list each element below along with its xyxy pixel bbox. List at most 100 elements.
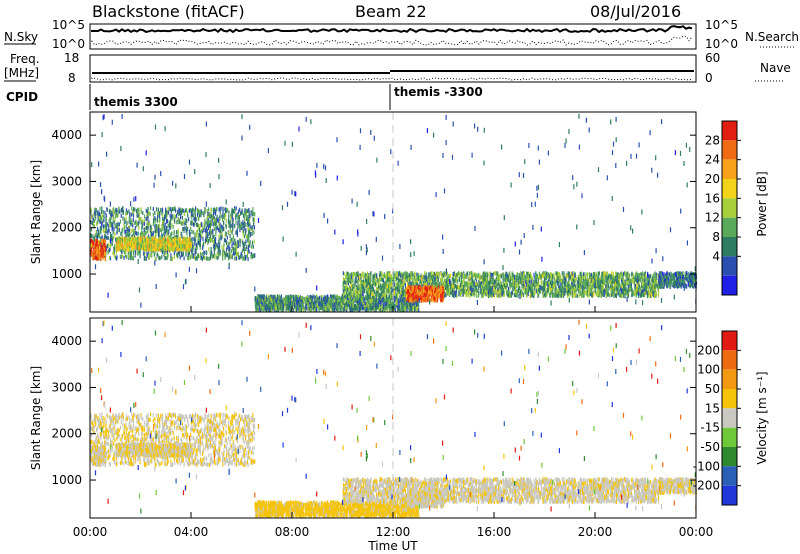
- power-echo-cell: [133, 239, 135, 244]
- power-echo-cell: [235, 230, 237, 235]
- power-echo-cell: [169, 246, 171, 251]
- power-echo-cell: [193, 208, 195, 213]
- power-echo-cell: [395, 301, 397, 306]
- power-echo-cell: [124, 229, 126, 234]
- power-echo-cell: [245, 247, 247, 252]
- power-echo-cell: [205, 251, 207, 256]
- power-echo-cell: [177, 240, 179, 245]
- power-echo-cell: [255, 307, 257, 312]
- power-echo-cell: [128, 245, 130, 250]
- power-echo-cell: [206, 238, 208, 242]
- power-echo-cell: [97, 227, 99, 231]
- power-echo-cell: [394, 304, 396, 309]
- power-echo-cell: [92, 215, 94, 220]
- power-echo-cell: [383, 298, 385, 303]
- power-echo-cell: [223, 220, 225, 225]
- power-echo-cell: [96, 246, 98, 251]
- power-echo-cell: [94, 255, 96, 260]
- power-echo-cell: [168, 220, 170, 225]
- power-echo-cell: [118, 227, 120, 232]
- power-echo-cell: [280, 294, 282, 299]
- power-echo-cell: [114, 210, 116, 215]
- power-echo-cell: [242, 242, 244, 247]
- power-echo-cell: [90, 246, 92, 250]
- power-echo-cell: [237, 215, 239, 220]
- power-echo-cell: [102, 219, 104, 224]
- power-echo-cell: [228, 214, 230, 219]
- power-echo-cell: [277, 303, 279, 307]
- power-echo-cell: [118, 238, 120, 243]
- power-echo-cell: [220, 229, 222, 234]
- power-echo-cell: [344, 297, 346, 302]
- nsearch-label: N.Search: [745, 30, 799, 44]
- power-echo-cell: [92, 240, 94, 244]
- power-echo-cell: [277, 305, 279, 310]
- power-echo-cell: [238, 256, 240, 260]
- power-echo-cell: [137, 231, 139, 236]
- power-echo-cell: [175, 215, 177, 220]
- power-echo-cell: [201, 234, 203, 238]
- power-echo-cell: [211, 238, 213, 243]
- power-echo-cell: [153, 238, 156, 243]
- power-echo-cell: [371, 299, 373, 304]
- power-echo-cell: [212, 239, 215, 244]
- power-echo-cell: [161, 250, 163, 255]
- power-echo-cell: [126, 254, 128, 259]
- power-echo-cell: [258, 301, 260, 306]
- power-echo-cell: [372, 305, 374, 310]
- power-echo-cell: [386, 305, 388, 310]
- power-echo-cell: [183, 240, 185, 245]
- power-echo-cell: [169, 220, 171, 225]
- power-echo-cell: [147, 211, 149, 216]
- power-echo-cell: [133, 207, 135, 212]
- power-echo-cell: [191, 237, 193, 242]
- power-echo-cell: [349, 304, 351, 309]
- power-echo-cell: [174, 214, 176, 219]
- power-echo-cell: [219, 206, 221, 211]
- power-echo-cell: [233, 246, 235, 251]
- power-echo-cell: [249, 224, 251, 229]
- power-echo-cell: [159, 256, 161, 261]
- power-echo-cell: [183, 221, 185, 226]
- power-echo-cell: [137, 237, 139, 241]
- power-echo-cell: [171, 238, 174, 243]
- power-echo-cell: [226, 240, 228, 245]
- power-echo-cell: [253, 225, 256, 230]
- power-echo-cell: [201, 226, 203, 231]
- power-echo-cell: [158, 243, 160, 248]
- power-echo-cell: [282, 298, 284, 303]
- power-echo-cell: [335, 304, 337, 309]
- power-echo-cell: [242, 229, 244, 234]
- power-echo-cell: [175, 236, 177, 241]
- power-echo-cell: [143, 227, 145, 232]
- power-echo-cell: [247, 250, 249, 255]
- power-echo-cell: [182, 219, 184, 224]
- power-echo-cell: [402, 299, 404, 304]
- power-echo-cell: [156, 223, 158, 228]
- power-echo-cell: [165, 256, 167, 261]
- power-echo-cell: [335, 307, 337, 311]
- power-echo-cell: [118, 222, 120, 227]
- power-echo-cell: [107, 208, 109, 212]
- power-echo-cell: [242, 213, 245, 218]
- noise-tick-right-bottom: 10^0: [705, 37, 738, 51]
- power-echo-cell: [334, 294, 336, 299]
- power-echo-cell: [339, 307, 341, 312]
- power-echo-cell: [110, 212, 112, 217]
- power-echo-cell: [178, 207, 180, 212]
- power-echo-marks: [90, 113, 698, 313]
- power-echo-cell: [166, 225, 168, 230]
- power-echo-cell: [202, 251, 204, 256]
- power-echo-cell: [155, 243, 157, 248]
- power-echo-cell: [207, 223, 209, 228]
- power-echo-cell: [184, 221, 186, 225]
- power-echo-cell: [312, 305, 314, 310]
- power-echo-cell: [212, 215, 214, 220]
- power-echo-cell: [331, 294, 333, 299]
- power-echo-cell: [218, 234, 220, 239]
- power-echo-cell: [177, 211, 179, 215]
- power-echo-cell: [329, 304, 331, 308]
- power-echo-cell: [130, 249, 133, 254]
- power-echo-cell: [125, 229, 127, 234]
- power-echo-cell: [395, 296, 397, 300]
